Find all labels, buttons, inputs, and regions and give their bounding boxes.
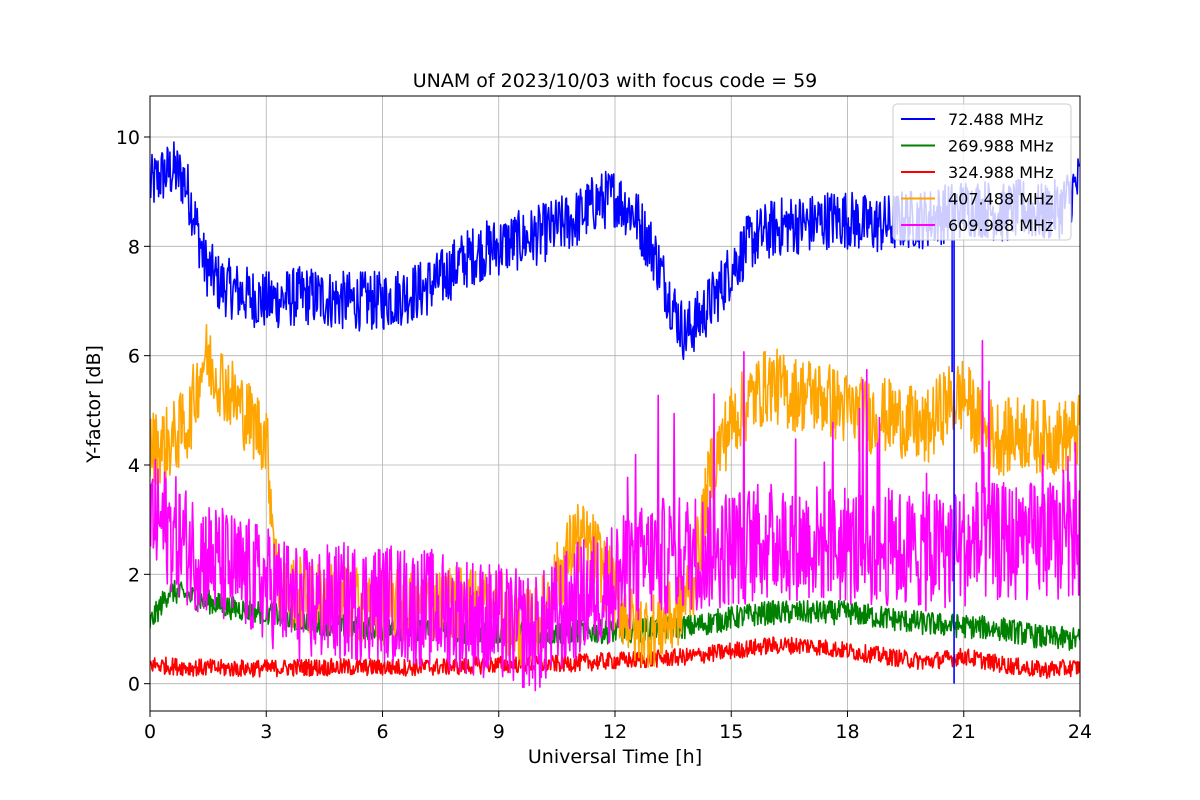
x-tick-label: 15 <box>719 721 743 743</box>
series-line <box>150 636 1080 679</box>
y-axis-label: Y-factor [dB] <box>83 345 105 464</box>
x-tick-label: 24 <box>1068 721 1092 743</box>
series-line <box>150 339 1080 692</box>
y-tick-label: 8 <box>128 236 140 258</box>
x-tick-label: 6 <box>376 721 388 743</box>
x-tick-label: 12 <box>603 721 627 743</box>
x-axis-label: Universal Time [h] <box>528 746 702 768</box>
legend-box <box>892 103 1072 241</box>
y-tick-label: 6 <box>128 346 140 368</box>
x-axis: 0 3 6 9 12 15 18 21 24 <box>144 711 1092 743</box>
y-tick-label: 0 <box>128 674 140 696</box>
y-tick-label: 10 <box>116 127 140 149</box>
legend: 72.488 MHz 269.988 MHz 324.988 MHz 407.488 … <box>892 103 1072 241</box>
x-tick-label: 18 <box>835 721 859 743</box>
x-tick-label: 0 <box>144 721 156 743</box>
x-tick-label: 3 <box>260 721 272 743</box>
legend-label: 407.488 MHz <box>948 190 1053 209</box>
x-tick-label: 21 <box>952 721 976 743</box>
y-tick-label: 4 <box>128 455 140 477</box>
series-line <box>150 323 1080 668</box>
y-axis: 0 2 4 6 8 10 <box>116 127 150 696</box>
legend-label: 324.988 MHz <box>948 163 1053 182</box>
chart-title: UNAM of 2023/10/03 with focus code = 59 <box>413 70 818 92</box>
y-tick-label: 2 <box>128 564 140 586</box>
legend-label: 269.988 MHz <box>948 137 1053 156</box>
x-tick-label: 9 <box>493 721 505 743</box>
legend-label: 609.988 MHz <box>948 216 1053 235</box>
legend-label: 72.488 MHz <box>948 110 1043 129</box>
